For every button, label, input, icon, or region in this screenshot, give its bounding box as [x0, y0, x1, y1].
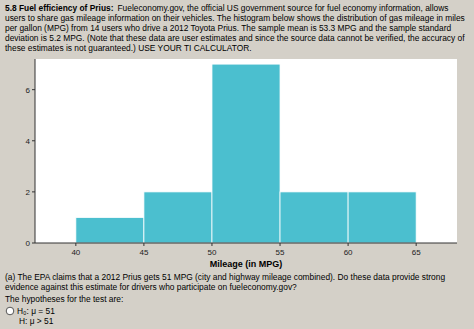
- x-tick-label: 60: [344, 248, 353, 257]
- x-tick-label: 55: [276, 248, 285, 257]
- y-tick-label: 0: [26, 239, 31, 248]
- y-tick: [32, 141, 35, 142]
- y-tick-label: 2: [26, 188, 31, 197]
- x-tick-label: 45: [139, 248, 148, 257]
- bar: [76, 218, 144, 244]
- bars: [76, 65, 416, 244]
- x-tick-label: 50: [208, 248, 217, 257]
- footer: (a) The EPA claims that a 2012 Prius get…: [5, 272, 469, 326]
- header: 5.8 Fuel efficiency of Prius:Fueleconomy…: [5, 3, 469, 53]
- radio-circle[interactable]: [6, 307, 14, 315]
- title: 5.8 Fuel efficiency of Prius:: [5, 3, 113, 13]
- y-tick-label: 6: [26, 86, 31, 95]
- x-tick: [143, 243, 144, 246]
- x-tick-label: 40: [71, 248, 80, 257]
- x-tick-label: 65: [412, 248, 421, 257]
- prompt: The hypotheses for the test are:: [5, 294, 469, 304]
- x-tick: [348, 243, 349, 246]
- x-tick: [280, 243, 281, 246]
- chart-area: 40 45 50 55 60 65 0 2 4 6 Mileage (in MPG): [5, 53, 469, 271]
- hypothesis-row: H₀: μ = 51: [5, 306, 469, 316]
- y-tick: [32, 90, 35, 91]
- plot-background: [35, 59, 457, 243]
- bar: [144, 192, 212, 243]
- x-axis-label: Mileage (in MPG): [210, 259, 283, 269]
- x-tick: [75, 243, 76, 246]
- histogram: 40 45 50 55 60 65 0 2 4 6 Mileage (in MPG): [5, 53, 469, 271]
- bar: [348, 192, 416, 243]
- alternative-hypothesis: H⁡: μ > 51: [5, 316, 469, 326]
- y-tick: [32, 192, 35, 193]
- null-hypothesis: H₀: μ = 51: [17, 306, 55, 316]
- x-tick: [211, 243, 212, 246]
- y-tick: [32, 243, 35, 244]
- bar: [212, 65, 280, 244]
- page: 5.8 Fuel efficiency of Prius:Fueleconomy…: [0, 0, 474, 329]
- x-axis-line: [35, 243, 457, 244]
- x-tick: [416, 243, 417, 246]
- y-axis-line: [35, 59, 36, 243]
- question: (a) The EPA claims that a 2012 Prius get…: [5, 272, 469, 292]
- y-tick-label: 4: [26, 137, 31, 146]
- bar: [280, 192, 348, 243]
- radio-button[interactable]: [5, 306, 17, 316]
